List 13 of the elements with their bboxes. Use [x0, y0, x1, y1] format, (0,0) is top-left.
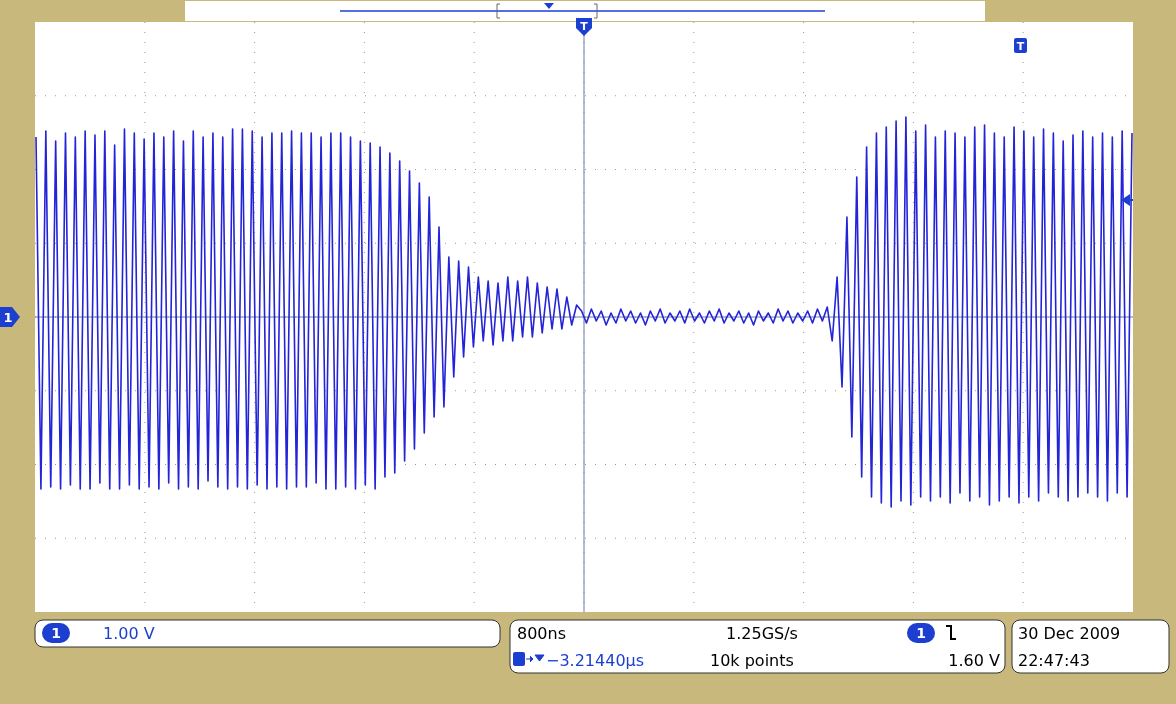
trigger-marker-icon: T: [576, 18, 592, 36]
text: 1: [916, 625, 926, 641]
text: 22:47:43: [1018, 651, 1090, 670]
text: 30 Dec 2009: [1018, 624, 1121, 643]
text: 1.60 V: [948, 651, 1001, 670]
text: 10k points: [710, 651, 794, 670]
text: 1.25GS/s: [726, 624, 798, 643]
trigger-marker-icon: T: [1014, 38, 1027, 53]
text: −3.21440µs: [546, 651, 645, 670]
text: 1: [51, 625, 61, 641]
text: 800ns: [517, 624, 567, 643]
text: 1.00 V: [103, 624, 155, 643]
text: 1: [3, 310, 13, 325]
